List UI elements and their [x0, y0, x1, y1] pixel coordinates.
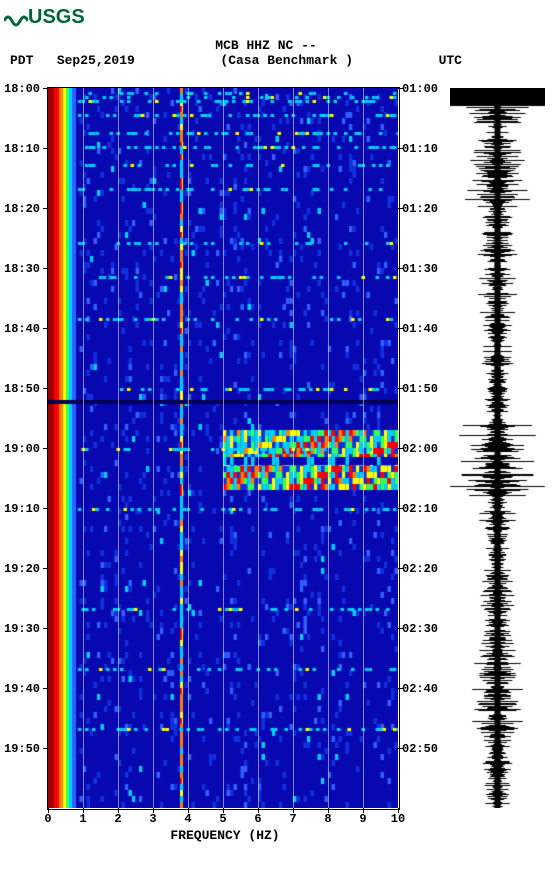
waveform-plot: [450, 88, 545, 808]
y-left-tick: 19:20: [4, 562, 40, 576]
x-tick-label: 7: [289, 812, 296, 826]
y-left-tick: 19:50: [4, 742, 40, 756]
y-right-tick: 01:10: [402, 142, 438, 156]
y-right-tick: 02:30: [402, 622, 438, 636]
y-left-tick: 18:00: [4, 82, 40, 96]
y-left-tick: 18:20: [4, 202, 40, 216]
station-title: MCB HHZ NC --: [0, 38, 552, 53]
header-date: Sep25,2019: [57, 53, 135, 68]
y-right-tick: 02:50: [402, 742, 438, 756]
x-tick-label: 1: [79, 812, 86, 826]
x-tick-label: 4: [184, 812, 191, 826]
y-right-tick: 02:40: [402, 682, 438, 696]
x-tick-label: 5: [219, 812, 226, 826]
header-subtitle: (Casa Benchmark ): [220, 53, 353, 68]
y-right-tick: 01:00: [402, 82, 438, 96]
y-left-tick: 18:40: [4, 322, 40, 336]
x-tick-label: 6: [254, 812, 261, 826]
y-left-tick: 18:50: [4, 382, 40, 396]
left-tz: PDT: [10, 53, 33, 68]
x-tick-label: 10: [391, 812, 405, 826]
x-tick-label: 3: [149, 812, 156, 826]
wave-icon: [4, 9, 28, 27]
y-left-tick: 18:10: [4, 142, 40, 156]
y-left-tick: 18:30: [4, 262, 40, 276]
y-right-tick: 02:10: [402, 502, 438, 516]
x-tick-label: 9: [359, 812, 366, 826]
y-left-tick: 19:10: [4, 502, 40, 516]
y-right-tick: 02:00: [402, 442, 438, 456]
y-right-tick: 01:30: [402, 262, 438, 276]
y-right-tick: 01:50: [402, 382, 438, 396]
y-left-tick: 19:40: [4, 682, 40, 696]
y-right-tick: 01:20: [402, 202, 438, 216]
y-right-tick: 01:40: [402, 322, 438, 336]
y-right-tick: 02:20: [402, 562, 438, 576]
right-tz: UTC: [439, 53, 462, 68]
usgs-logo: USGS: [4, 6, 85, 29]
x-tick-label: 0: [44, 812, 51, 826]
logo-text: USGS: [28, 6, 85, 28]
x-tick-label: 8: [324, 812, 331, 826]
header-left: PDT Sep25,2019: [10, 53, 135, 68]
x-axis-label: FREQUENCY (HZ): [100, 828, 350, 843]
chart-header: MCB HHZ NC -- PDT Sep25,2019 (Casa Bench…: [0, 38, 552, 68]
x-tick-label: 2: [114, 812, 121, 826]
y-left-tick: 19:30: [4, 622, 40, 636]
y-left-tick: 19:00: [4, 442, 40, 456]
